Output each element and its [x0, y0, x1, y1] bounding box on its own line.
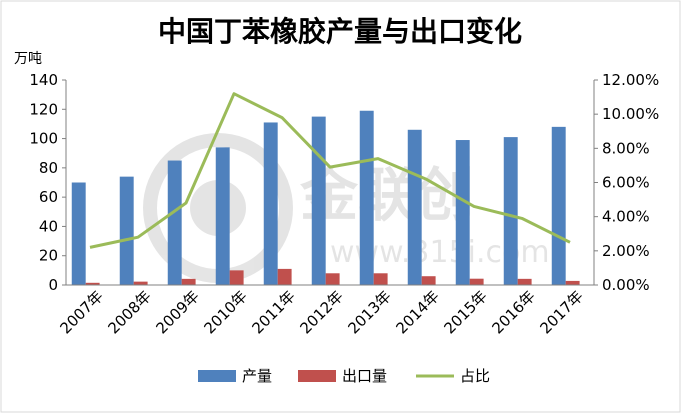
bar-export-10 [565, 280, 580, 285]
legend-label-0: 产量 [242, 367, 272, 385]
chart-title: 中国丁苯橡胶产量与出口变化 [158, 15, 522, 48]
bar-export-3 [229, 270, 244, 285]
y2-tick-label: 8.00% [602, 139, 650, 157]
bar-production-5 [311, 116, 326, 285]
bar-production-0 [71, 182, 86, 285]
bar-production-6 [359, 110, 374, 285]
bar-production-10 [551, 126, 566, 285]
bar-export-1 [133, 281, 148, 285]
legend-swatch-0 [198, 370, 236, 382]
legend-label-2: 占比 [460, 367, 490, 385]
bar-export-7 [421, 276, 436, 285]
line-share [89, 92, 571, 249]
bar-production-3 [215, 147, 230, 285]
bar-export-8 [469, 278, 484, 285]
y-tick-label: 140 [29, 71, 58, 89]
legend-label-1: 出口量 [342, 367, 387, 385]
y-tick-label: 40 [39, 217, 58, 235]
y2-tick-label: 0.00% [602, 276, 650, 294]
y2-tick-label: 10.00% [602, 105, 659, 123]
bar-export-4 [277, 268, 292, 285]
bar-export-6 [373, 273, 388, 285]
bar-production-2 [167, 160, 182, 285]
y-tick-label: 120 [29, 100, 58, 118]
bar-export-2 [181, 278, 196, 285]
y2-tick-label: 6.00% [602, 174, 650, 192]
watermark-brand: 金联创 [300, 161, 474, 229]
y-tick-label: 20 [39, 247, 58, 265]
legend-swatch-1 [298, 370, 336, 382]
bar-production-1 [119, 176, 134, 285]
legend: 产量 出口量 占比 [198, 367, 490, 385]
y2-tick-label: 12.00% [602, 71, 659, 89]
y-tick-label: 80 [39, 159, 58, 177]
bar-production-9 [503, 137, 518, 285]
y-tick-label: 100 [29, 130, 58, 148]
y-axis-label: 万吨 [14, 51, 42, 67]
bar-production-8 [455, 140, 470, 285]
y2-tick-label: 4.00% [602, 208, 650, 226]
bar-production-4 [263, 122, 278, 285]
y-tick-label: 60 [39, 188, 58, 206]
bar-production-7 [407, 129, 422, 285]
y2-axis-ticks: 0.00% 2.00% 4.00% 6.00% 8.00% 10.00% 12.00% [594, 71, 659, 294]
y-axis-ticks: 0 20 40 60 80 100 120 140 [29, 71, 66, 294]
bar-export-0 [85, 282, 100, 285]
line-series-group [89, 92, 571, 249]
bar-export-9 [517, 278, 532, 285]
y-tick-label: 0 [48, 276, 58, 294]
bar-export-5 [325, 273, 340, 285]
y2-tick-label: 2.00% [602, 242, 650, 260]
